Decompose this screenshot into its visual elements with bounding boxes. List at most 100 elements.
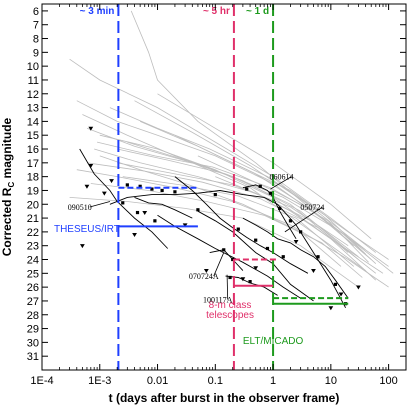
upper-limit-marker [88,163,94,168]
square-marker [196,208,200,212]
y-tick-label: 9 [33,47,39,59]
instrument-label: ELT/MICADO [243,336,304,347]
x-tick-label: 100 [379,375,397,387]
x-axis: 1E-4 1E-3 0.01 0.1 1 10 100 [30,4,407,387]
data-markers [79,126,361,311]
y-tick-label: 29 [27,324,39,336]
time-marker-label: ~ 1 d [246,6,269,17]
upper-limit-marker [142,210,148,215]
square-marker [173,190,177,194]
x-tick-label: 0.01 [147,375,168,387]
y-axis-label-subscript: C [7,182,16,188]
highlight-light-curve [79,148,169,249]
square-marker [153,219,157,223]
background-light-curve [69,58,377,253]
y-tick-label: 20 [27,199,39,211]
square-marker [333,282,338,286]
grb-pointer [284,206,323,233]
highlighted-light-curves [79,148,349,309]
background-light-curve [215,176,377,281]
square-marker [258,184,262,188]
y-tick-label: 30 [27,337,39,349]
plot-frame [41,3,407,371]
square-marker [268,191,273,195]
grb-label: 060614 [270,173,294,182]
highlight-light-curve [197,210,314,302]
grb-pointer [226,274,229,300]
background-light-curve [174,134,389,260]
highlight-light-curve [109,190,346,309]
square-marker [125,183,129,187]
background-light-curve [90,183,363,278]
square-marker [299,230,303,234]
grb-label: 100117A [203,296,233,305]
y-tick-label: 26 [27,282,39,294]
background-light-curve [76,100,389,267]
upper-limit-marker [79,244,85,249]
square-marker [231,257,235,262]
x-tick-label: 10 [325,375,337,387]
grb-pointer [89,201,111,208]
y-tick-label: 16 [27,144,39,156]
y-tick-label: 15 [27,130,39,142]
y-tick-label: 25 [27,268,39,280]
highlight-light-curve [134,196,193,219]
y-tick-label: 17 [27,158,39,170]
square-marker [213,192,217,197]
square-marker [265,246,270,251]
square-marker [254,238,258,242]
square-marker [281,255,285,259]
square-marker [160,188,164,193]
y-tick-label: 24 [27,255,39,267]
y-tick-label: 27 [27,296,39,308]
grb-pointer [270,176,292,190]
upper-limit-marker [132,233,137,238]
grb-label: 050724 [300,203,324,212]
square-marker [278,206,282,211]
grb-label: 070724A [189,272,219,281]
upper-limit-marker [240,277,246,282]
y-axis-label: Corrected RC magnitude [0,117,16,256]
upper-limit-marker [311,268,316,273]
square-marker [135,210,140,215]
upper-limit-marker [101,191,107,196]
square-marker [245,187,249,191]
y-tick-label: 6 [33,6,39,18]
time-marker-label: ~ 3 min [80,6,115,17]
time-marker-lines: ~ 3 min ~ 5 hr ~ 1 d [80,4,275,370]
square-marker [236,227,240,231]
background-light-curve [134,100,366,251]
background-light-curve [197,155,394,274]
upper-limit-marker [84,184,90,189]
instrument-label: telescopes [206,310,254,321]
y-tick-label: 21 [27,213,39,225]
y-tick-label: 11 [28,75,39,87]
y-tick-label: 8 [33,34,39,46]
x-axis-label: t (days after burst in the observer fram… [109,391,340,405]
square-marker [316,255,320,259]
upper-limit-marker [328,306,334,311]
background-light-curve [76,169,389,288]
y-tick-label: 19 [27,185,39,197]
x-tick-label: 1E-4 [30,375,53,387]
upper-limit-marker [88,126,94,131]
y-tick-label: 31 [27,351,39,363]
y-tick-label: 12 [27,89,39,101]
background-light-curve [122,176,355,267]
y-tick-label: 13 [27,103,39,115]
upper-limit-marker [253,266,259,271]
square-marker [228,275,232,280]
square-marker [248,280,252,284]
upper-limit-marker [109,179,114,184]
square-marker [288,219,293,223]
square-marker [121,201,125,205]
y-axis-label-rest: magnitude [0,117,14,181]
square-marker [222,248,226,252]
upper-limit-marker [356,285,361,290]
background-light-curve [117,162,349,247]
upper-limit-marker [203,268,209,273]
highlight-light-curve [242,217,349,299]
